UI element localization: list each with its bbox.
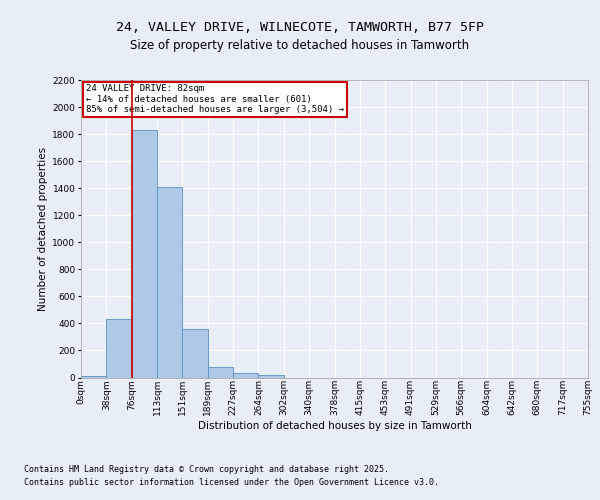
- Text: 24 VALLEY DRIVE: 82sqm
← 14% of detached houses are smaller (601)
85% of semi-de: 24 VALLEY DRIVE: 82sqm ← 14% of detached…: [86, 84, 344, 114]
- Bar: [81, 376, 106, 378]
- Bar: [208, 368, 233, 378]
- Bar: [233, 374, 259, 378]
- Bar: [259, 375, 284, 378]
- X-axis label: Distribution of detached houses by size in Tamworth: Distribution of detached houses by size …: [197, 421, 472, 431]
- Bar: [106, 320, 132, 378]
- Bar: [132, 130, 157, 378]
- Y-axis label: Number of detached properties: Number of detached properties: [38, 146, 48, 311]
- Bar: [157, 187, 182, 378]
- Text: Contains public sector information licensed under the Open Government Licence v3: Contains public sector information licen…: [24, 478, 439, 487]
- Text: 24, VALLEY DRIVE, WILNECOTE, TAMWORTH, B77 5FP: 24, VALLEY DRIVE, WILNECOTE, TAMWORTH, B…: [116, 21, 484, 34]
- Bar: [182, 329, 208, 378]
- Text: Size of property relative to detached houses in Tamworth: Size of property relative to detached ho…: [130, 38, 470, 52]
- Text: Contains HM Land Registry data © Crown copyright and database right 2025.: Contains HM Land Registry data © Crown c…: [24, 466, 389, 474]
